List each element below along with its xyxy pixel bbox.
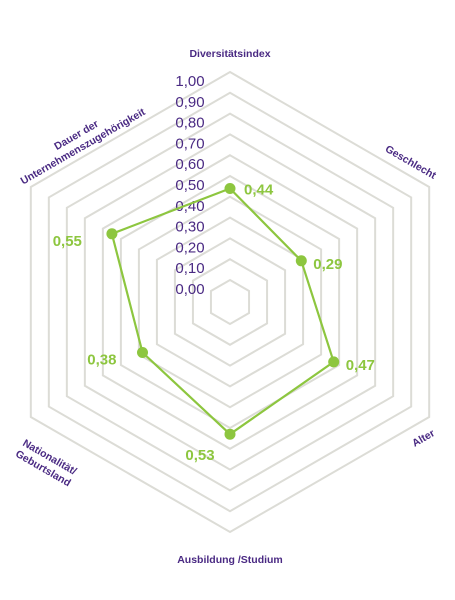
tick-label: 0,30 [175,219,204,236]
data-point [137,347,148,358]
value-labels: 0,44 0,29 0,47 0,53 0,38 0,55 [53,182,375,465]
tick-labels: 0,000,100,200,300,400,500,600,700,800,90… [175,73,204,298]
grid-ring [119,174,341,430]
grid-ring [191,258,269,346]
data-point [224,428,236,440]
value-label: 0,44 [244,182,274,199]
tick-label: 0,80 [175,115,204,132]
tick-label: 0,60 [175,156,204,173]
axis-label-ausbildung: Ausbildung /Studium [177,554,283,566]
value-label: 0,29 [313,256,342,273]
data-point [224,183,236,194]
data-point [328,356,340,368]
tick-label: 0,00 [175,281,204,298]
grid-ring [137,195,323,409]
axis-label-diversitaetsindex: Diversitätsindex [189,48,270,60]
tick-label: 1,00 [175,73,204,90]
axis-label-alter: Alter [410,427,437,449]
data-point [295,255,307,267]
grid-ring [29,70,431,534]
data-point [106,228,118,240]
grid-ring [209,278,251,326]
value-label: 0,47 [346,357,375,374]
grid-rings [29,70,431,534]
value-label: 0,55 [53,233,82,250]
data-points [106,183,340,440]
grid-ring [47,91,413,513]
tick-label: 0,20 [175,239,204,256]
tick-label: 0,10 [175,260,204,277]
value-label: 0,53 [185,447,214,464]
tick-label: 0,50 [175,177,204,194]
grid-ring [83,133,377,471]
grid-ring [65,112,395,492]
tick-label: 0,70 [175,135,204,152]
axis-label-nationalitaet: Nationalität/ Geburtsland [13,437,78,489]
tick-label: 0,90 [175,94,204,111]
axis-label-dauer-line2: Unternehmenszugehörigkeit [19,106,148,188]
grid-ring [173,237,287,367]
value-label: 0,38 [87,352,116,369]
grid-ring [101,154,359,450]
